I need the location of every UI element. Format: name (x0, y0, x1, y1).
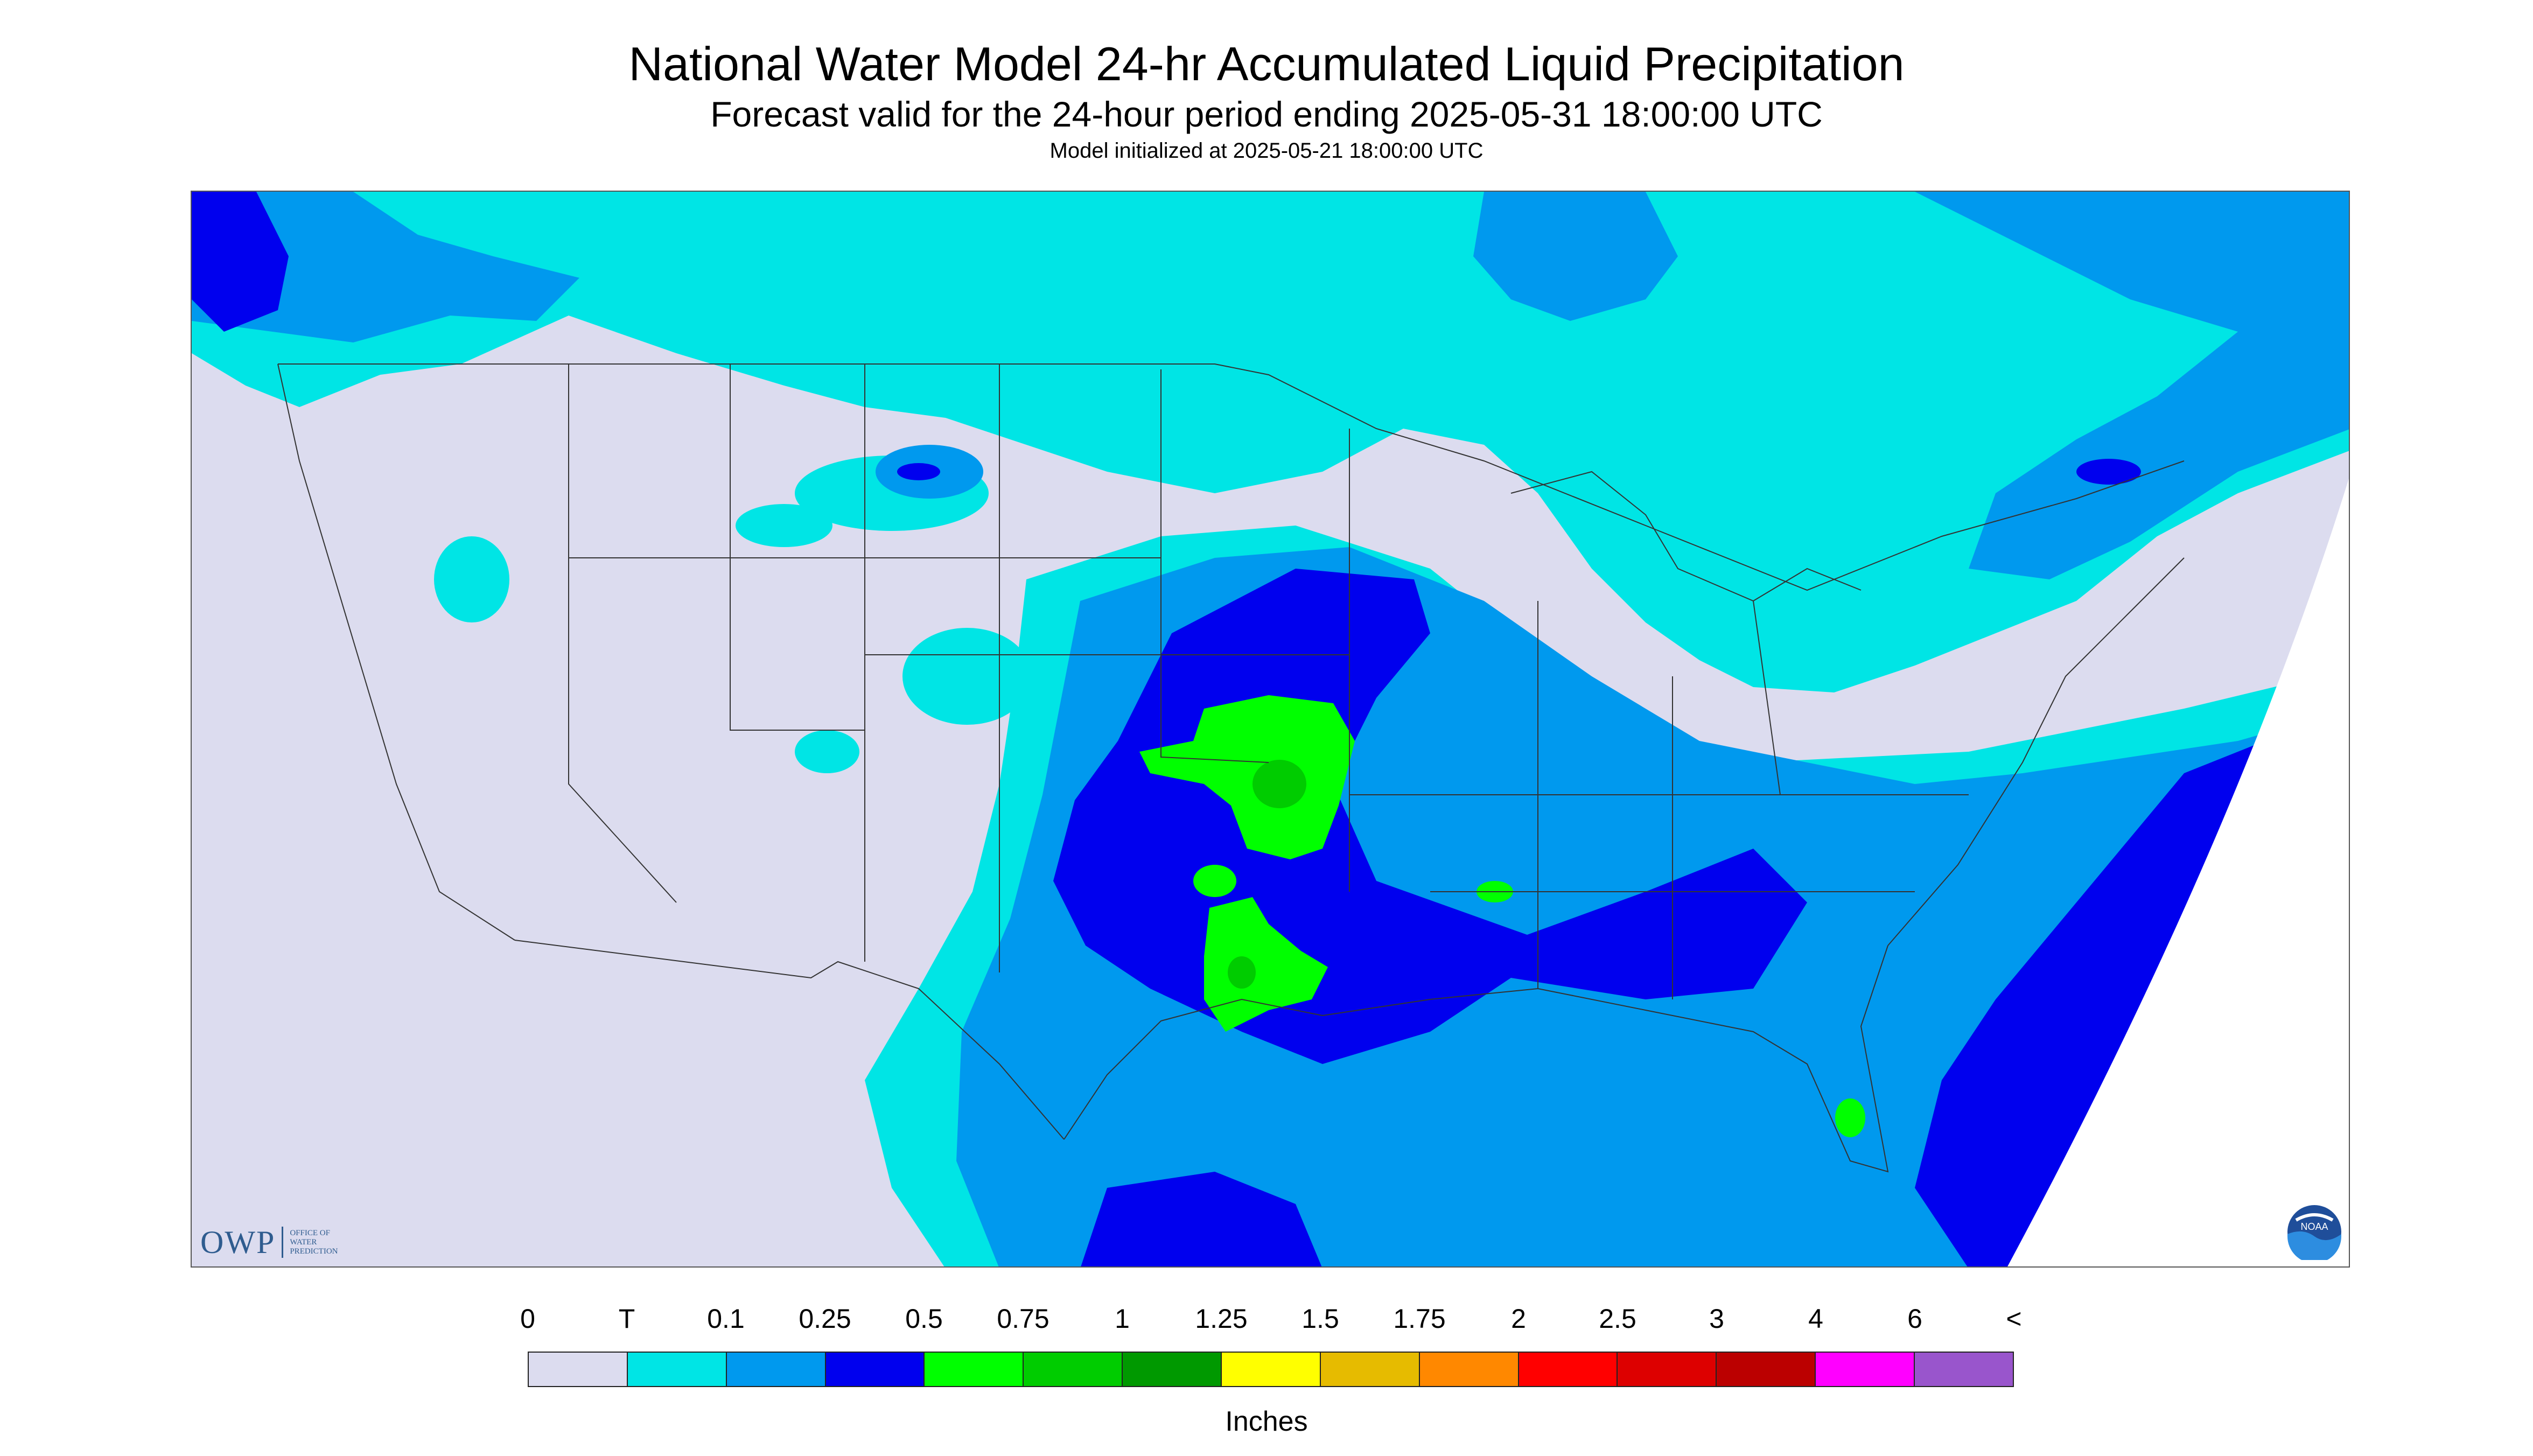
precipitation-map-svg (192, 192, 2349, 1266)
legend-tick-label: 2.5 (1599, 1304, 1636, 1334)
canada-us-border (278, 363, 2185, 591)
owp-logo-mark: OWP (200, 1224, 276, 1260)
mexico-moderate (1081, 1172, 1322, 1266)
northeast-moderate-cell (2076, 459, 2141, 485)
newmexico-trace-cell (795, 730, 859, 773)
colorado-trace-cell (902, 628, 1032, 725)
legend-tick-label: 1 (1115, 1304, 1130, 1334)
legend-tick-label: 4 (1808, 1304, 1823, 1334)
noaa-logo: NOAA (2287, 1205, 2341, 1260)
precipitation-legend: 0 T 0.1 0.25 0.5 0.75 1 1.25 1.5 1.75 2 2.5 3 4 6 < (520, 1303, 2022, 1389)
legend-color-bar (528, 1352, 2014, 1387)
northeast-light-band (1915, 192, 2349, 579)
owp-logo-line: WATER (290, 1237, 317, 1247)
mexico-us-border (514, 940, 1065, 1140)
legend-tick-label: 6 (1907, 1304, 1922, 1334)
legend-tick-label: 1.5 (1302, 1304, 1339, 1334)
us-coastline-west (277, 363, 515, 941)
legend-tick-label: 0.75 (997, 1304, 1049, 1334)
map-title: National Water Model 24-hr Accumulated L… (628, 37, 1905, 90)
legend-swatch (1915, 1353, 2013, 1386)
owp-logo-line: PREDICTION (290, 1247, 338, 1256)
forecast-valid-subtitle: Forecast valid for the 24-hour period en… (710, 94, 1823, 134)
projection-mask-left (192, 579, 471, 1266)
legend-tick-label: 0.1 (707, 1304, 745, 1334)
legend-tick-label: 3 (1709, 1304, 1724, 1334)
texas-core-cell (1228, 956, 1256, 989)
arkansas-heavy-cell (1193, 865, 1236, 897)
projection-mask-right (2007, 478, 2349, 1266)
legend-swatch (1717, 1353, 1816, 1386)
state-line-3 (1160, 369, 1269, 763)
rockies-trace-cell-2 (736, 504, 832, 547)
legend-swatch (1222, 1353, 1321, 1386)
legend-swatch (1519, 1353, 1618, 1386)
legend-swatch (1816, 1353, 1915, 1386)
us-coastline-gulf (1063, 945, 1889, 1173)
texas-heavy-core (1204, 897, 1328, 1032)
montana-moderate-cell (897, 463, 940, 480)
legend-swatch (1320, 1353, 1420, 1386)
great-lakes-outline (1510, 471, 1862, 602)
legend-swatch (529, 1353, 628, 1386)
legend-tick-label: 2 (1511, 1304, 1526, 1334)
noaa-logo-text: NOAA (2300, 1221, 2328, 1232)
owp-logo-line: OFFICE OF (290, 1228, 330, 1237)
owp-logo-text: OFFICE OF WATER PREDICTION (290, 1229, 338, 1256)
legend-tick-label: < (2006, 1304, 2022, 1334)
legend-swatch (1419, 1353, 1519, 1386)
northwest-light-band (192, 192, 579, 342)
legend-units-label: Inches (1225, 1406, 1308, 1437)
legend-tick-label: 1.25 (1195, 1304, 1248, 1334)
legend-swatch (925, 1353, 1024, 1386)
legend-tick-label: 1.75 (1393, 1304, 1446, 1334)
oklahoma-core-cell (1252, 760, 1306, 808)
legend-swatch (1024, 1353, 1123, 1386)
state-line-6 (730, 364, 865, 731)
state-line-13 (1753, 600, 1781, 795)
legend-tick-label: 0.25 (799, 1304, 851, 1334)
model-init-note: Model initialized at 2025-05-21 18:00:00… (1049, 139, 1484, 163)
oklahoma-heavy-core (1139, 695, 1355, 859)
legend-swatch (825, 1353, 925, 1386)
precipitation-map (191, 191, 2350, 1268)
legend-tick-label: 0.5 (905, 1304, 943, 1334)
owp-logo-divider (282, 1227, 284, 1258)
florida-heavy-cell (1835, 1098, 1865, 1137)
canada-trace-area (192, 192, 2349, 692)
very-heavy-precip-layer (1228, 760, 1306, 989)
legend-swatch (1123, 1353, 1222, 1386)
legend-swatch (726, 1353, 826, 1386)
legend-tick-label: T (618, 1304, 635, 1334)
owp-logo: OWP OFFICE OF WATER PREDICTION (200, 1223, 338, 1261)
basemap-borders (277, 363, 2185, 1173)
northwest-moderate (192, 192, 289, 332)
canada-light-band (1473, 192, 1678, 321)
us-coastline-east (1887, 557, 2185, 946)
state-line-5 (568, 364, 677, 903)
legend-tick-label: 0 (520, 1304, 535, 1334)
legend-swatch (1618, 1353, 1717, 1386)
legend-swatch (627, 1353, 727, 1386)
idaho-trace-cell (434, 536, 509, 622)
